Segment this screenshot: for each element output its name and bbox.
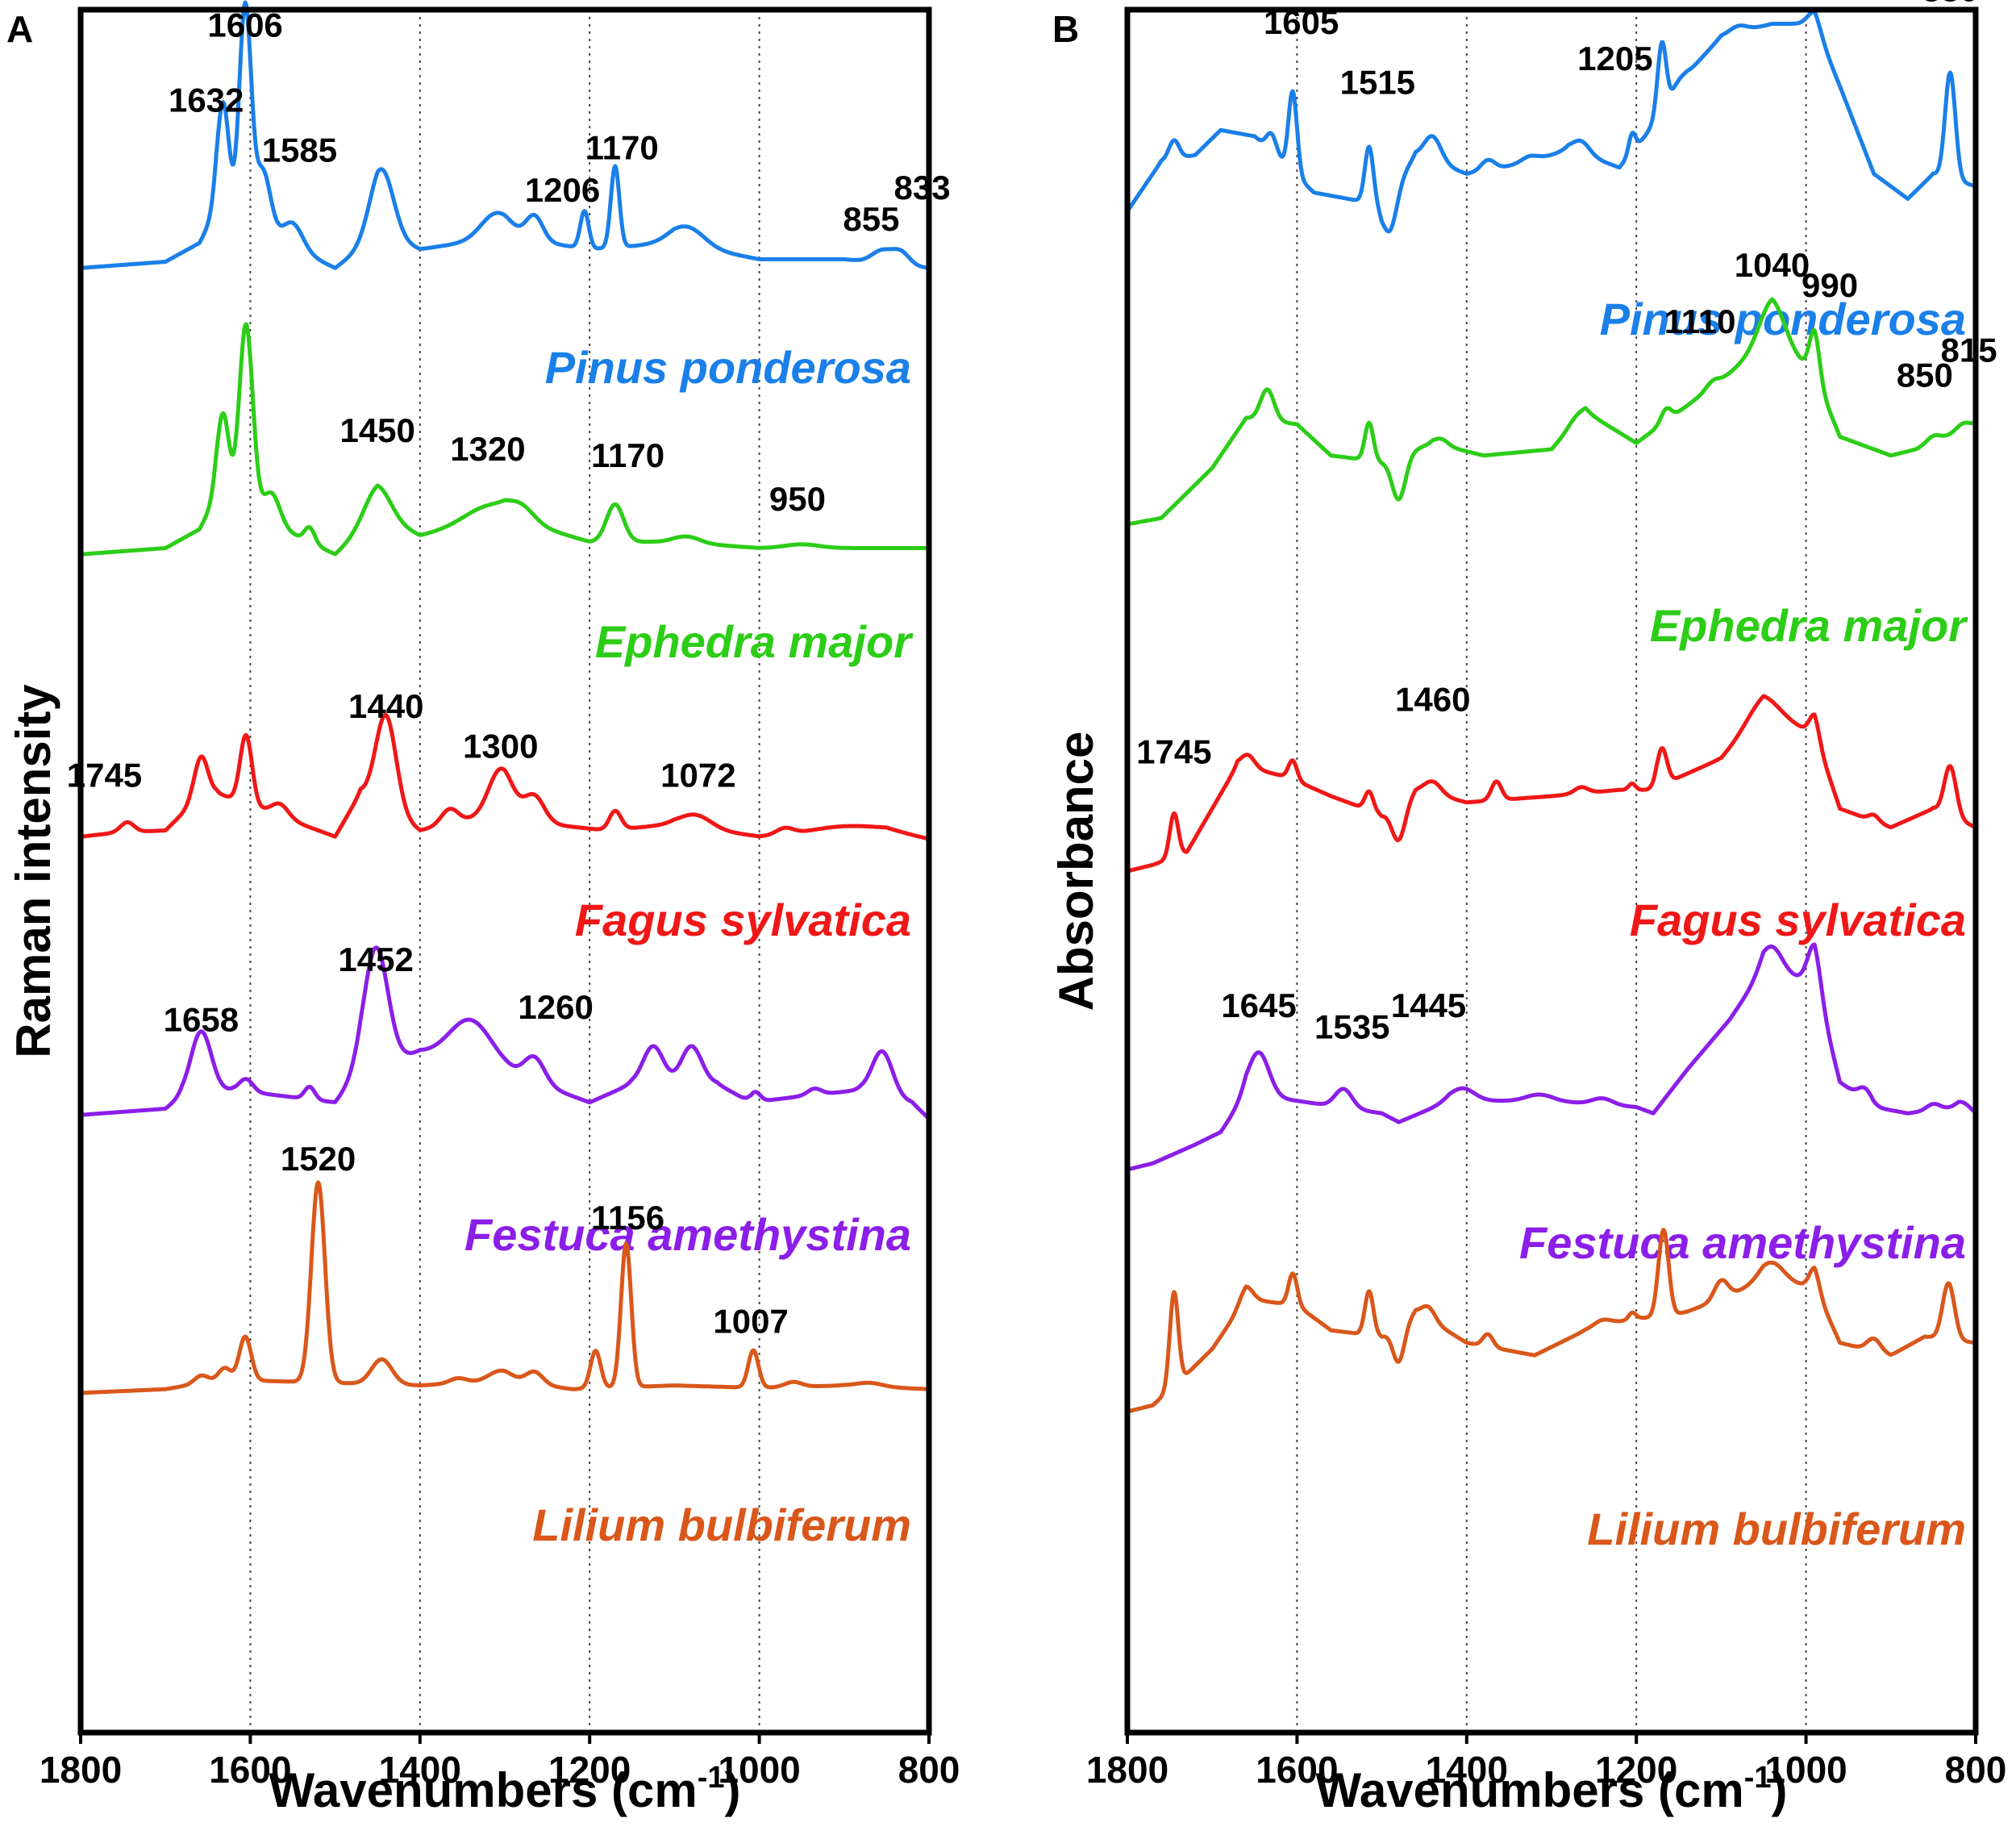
peak-label: 1745 <box>1136 733 1211 771</box>
x-tick-label: 1800 <box>40 1749 122 1791</box>
series-name-label: Festuca amethystina <box>464 1209 911 1260</box>
series-name-label: Pinus ponderosa <box>545 342 911 393</box>
panel-b: 1605151512051170830Pinus ponderosa104099… <box>1049 0 2006 1817</box>
peak-label: 1300 <box>463 728 538 765</box>
series-name-label: Festuca amethystina <box>1519 1217 1966 1268</box>
peak-label: 1110 <box>1664 302 1736 340</box>
panel-letter: A <box>6 8 33 50</box>
peak-label: 1206 <box>525 171 600 209</box>
peak-label: 1645 <box>1221 986 1296 1024</box>
y-axis-label: Raman intensity <box>6 684 60 1058</box>
peak-label: 1452 <box>338 941 413 978</box>
peak-label: 855 <box>843 200 899 238</box>
peak-label: 1632 <box>169 81 244 119</box>
peak-label: 1515 <box>1340 63 1415 101</box>
x-tick-label: 1400 <box>1426 1749 1508 1791</box>
peak-label: 1205 <box>1577 40 1652 77</box>
peak-label: 1260 <box>518 988 593 1026</box>
peak-label: 1445 <box>1391 986 1466 1024</box>
x-axis-label: Wavenumbers (cm-1) <box>269 1761 740 1817</box>
series-line <box>79 945 931 1120</box>
x-tick-label: 1000 <box>718 1749 800 1791</box>
peak-label: 1072 <box>660 756 735 794</box>
series-line <box>1126 297 1977 527</box>
series-line <box>1126 942 1977 1172</box>
series-name-label: Lilium bulbiferum <box>1587 1504 1966 1554</box>
series-name-label: Fagus sylvatica <box>1630 895 1966 945</box>
x-tick-label: 1400 <box>379 1749 461 1791</box>
peak-label: 1156 <box>591 1199 664 1237</box>
peak-label: 1520 <box>281 1140 356 1178</box>
series-line <box>79 1180 931 1395</box>
x-axis-label: Wavenumbers (cm-1) <box>1315 1761 1787 1817</box>
series-line <box>79 0 931 270</box>
x-tick-label: 1000 <box>1764 1749 1847 1791</box>
x-tick-label: 800 <box>1945 1749 2007 1791</box>
series-name-label: Lilium bulbiferum <box>532 1499 911 1550</box>
x-tick-label: 1200 <box>1595 1749 1677 1791</box>
x-tick-label: 800 <box>898 1749 960 1791</box>
series-name-label: Fagus sylvatica <box>575 895 911 945</box>
peak-label: 1658 <box>164 1000 239 1038</box>
peak-label: 850 <box>1897 357 1953 394</box>
x-tick-label: 1800 <box>1086 1749 1168 1791</box>
series-name-label: Ephedra major <box>595 616 914 667</box>
peak-label: 1170 <box>585 128 659 166</box>
y-axis-label: Absorbance <box>1049 732 1103 1011</box>
peak-label: 1007 <box>713 1303 788 1341</box>
x-tick-label: 1200 <box>548 1749 631 1791</box>
peak-label: 1585 <box>262 131 337 169</box>
plot-frame <box>77 6 932 1736</box>
plot-frame <box>1124 6 1979 1736</box>
peak-label: 950 <box>769 480 826 518</box>
peak-label: 990 <box>1801 266 1858 304</box>
x-tick-label: 1600 <box>209 1749 291 1791</box>
series-line <box>1126 1228 1977 1414</box>
peak-label: 1450 <box>339 411 414 449</box>
peak-label: 1440 <box>348 687 423 725</box>
peak-label: 1460 <box>1395 681 1470 719</box>
series-line <box>79 712 931 841</box>
peak-label: 1170 <box>591 436 664 474</box>
x-tick-label: 1600 <box>1256 1749 1338 1791</box>
panel-letter: B <box>1052 8 1079 50</box>
peak-label: 1320 <box>450 430 525 468</box>
peak-label: 1535 <box>1314 1007 1389 1045</box>
series-name-label: Ephedra major <box>1650 600 1968 651</box>
peak-label: 830 <box>1922 0 1978 9</box>
peak-label: 815 <box>1941 332 1997 369</box>
series-line <box>1125 9 1977 234</box>
series-line <box>79 322 931 557</box>
series-line <box>1126 694 1977 874</box>
peak-label: 833 <box>894 169 951 206</box>
peak-label: 1040 <box>1735 246 1810 284</box>
